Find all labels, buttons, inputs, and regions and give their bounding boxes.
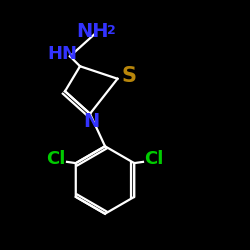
Text: S: S xyxy=(121,66,136,86)
Text: 2: 2 xyxy=(107,24,116,36)
Text: NH: NH xyxy=(76,22,109,41)
Text: N: N xyxy=(83,112,100,131)
Text: Cl: Cl xyxy=(46,150,66,168)
Text: Cl: Cl xyxy=(144,150,164,169)
Text: HN: HN xyxy=(48,45,78,63)
